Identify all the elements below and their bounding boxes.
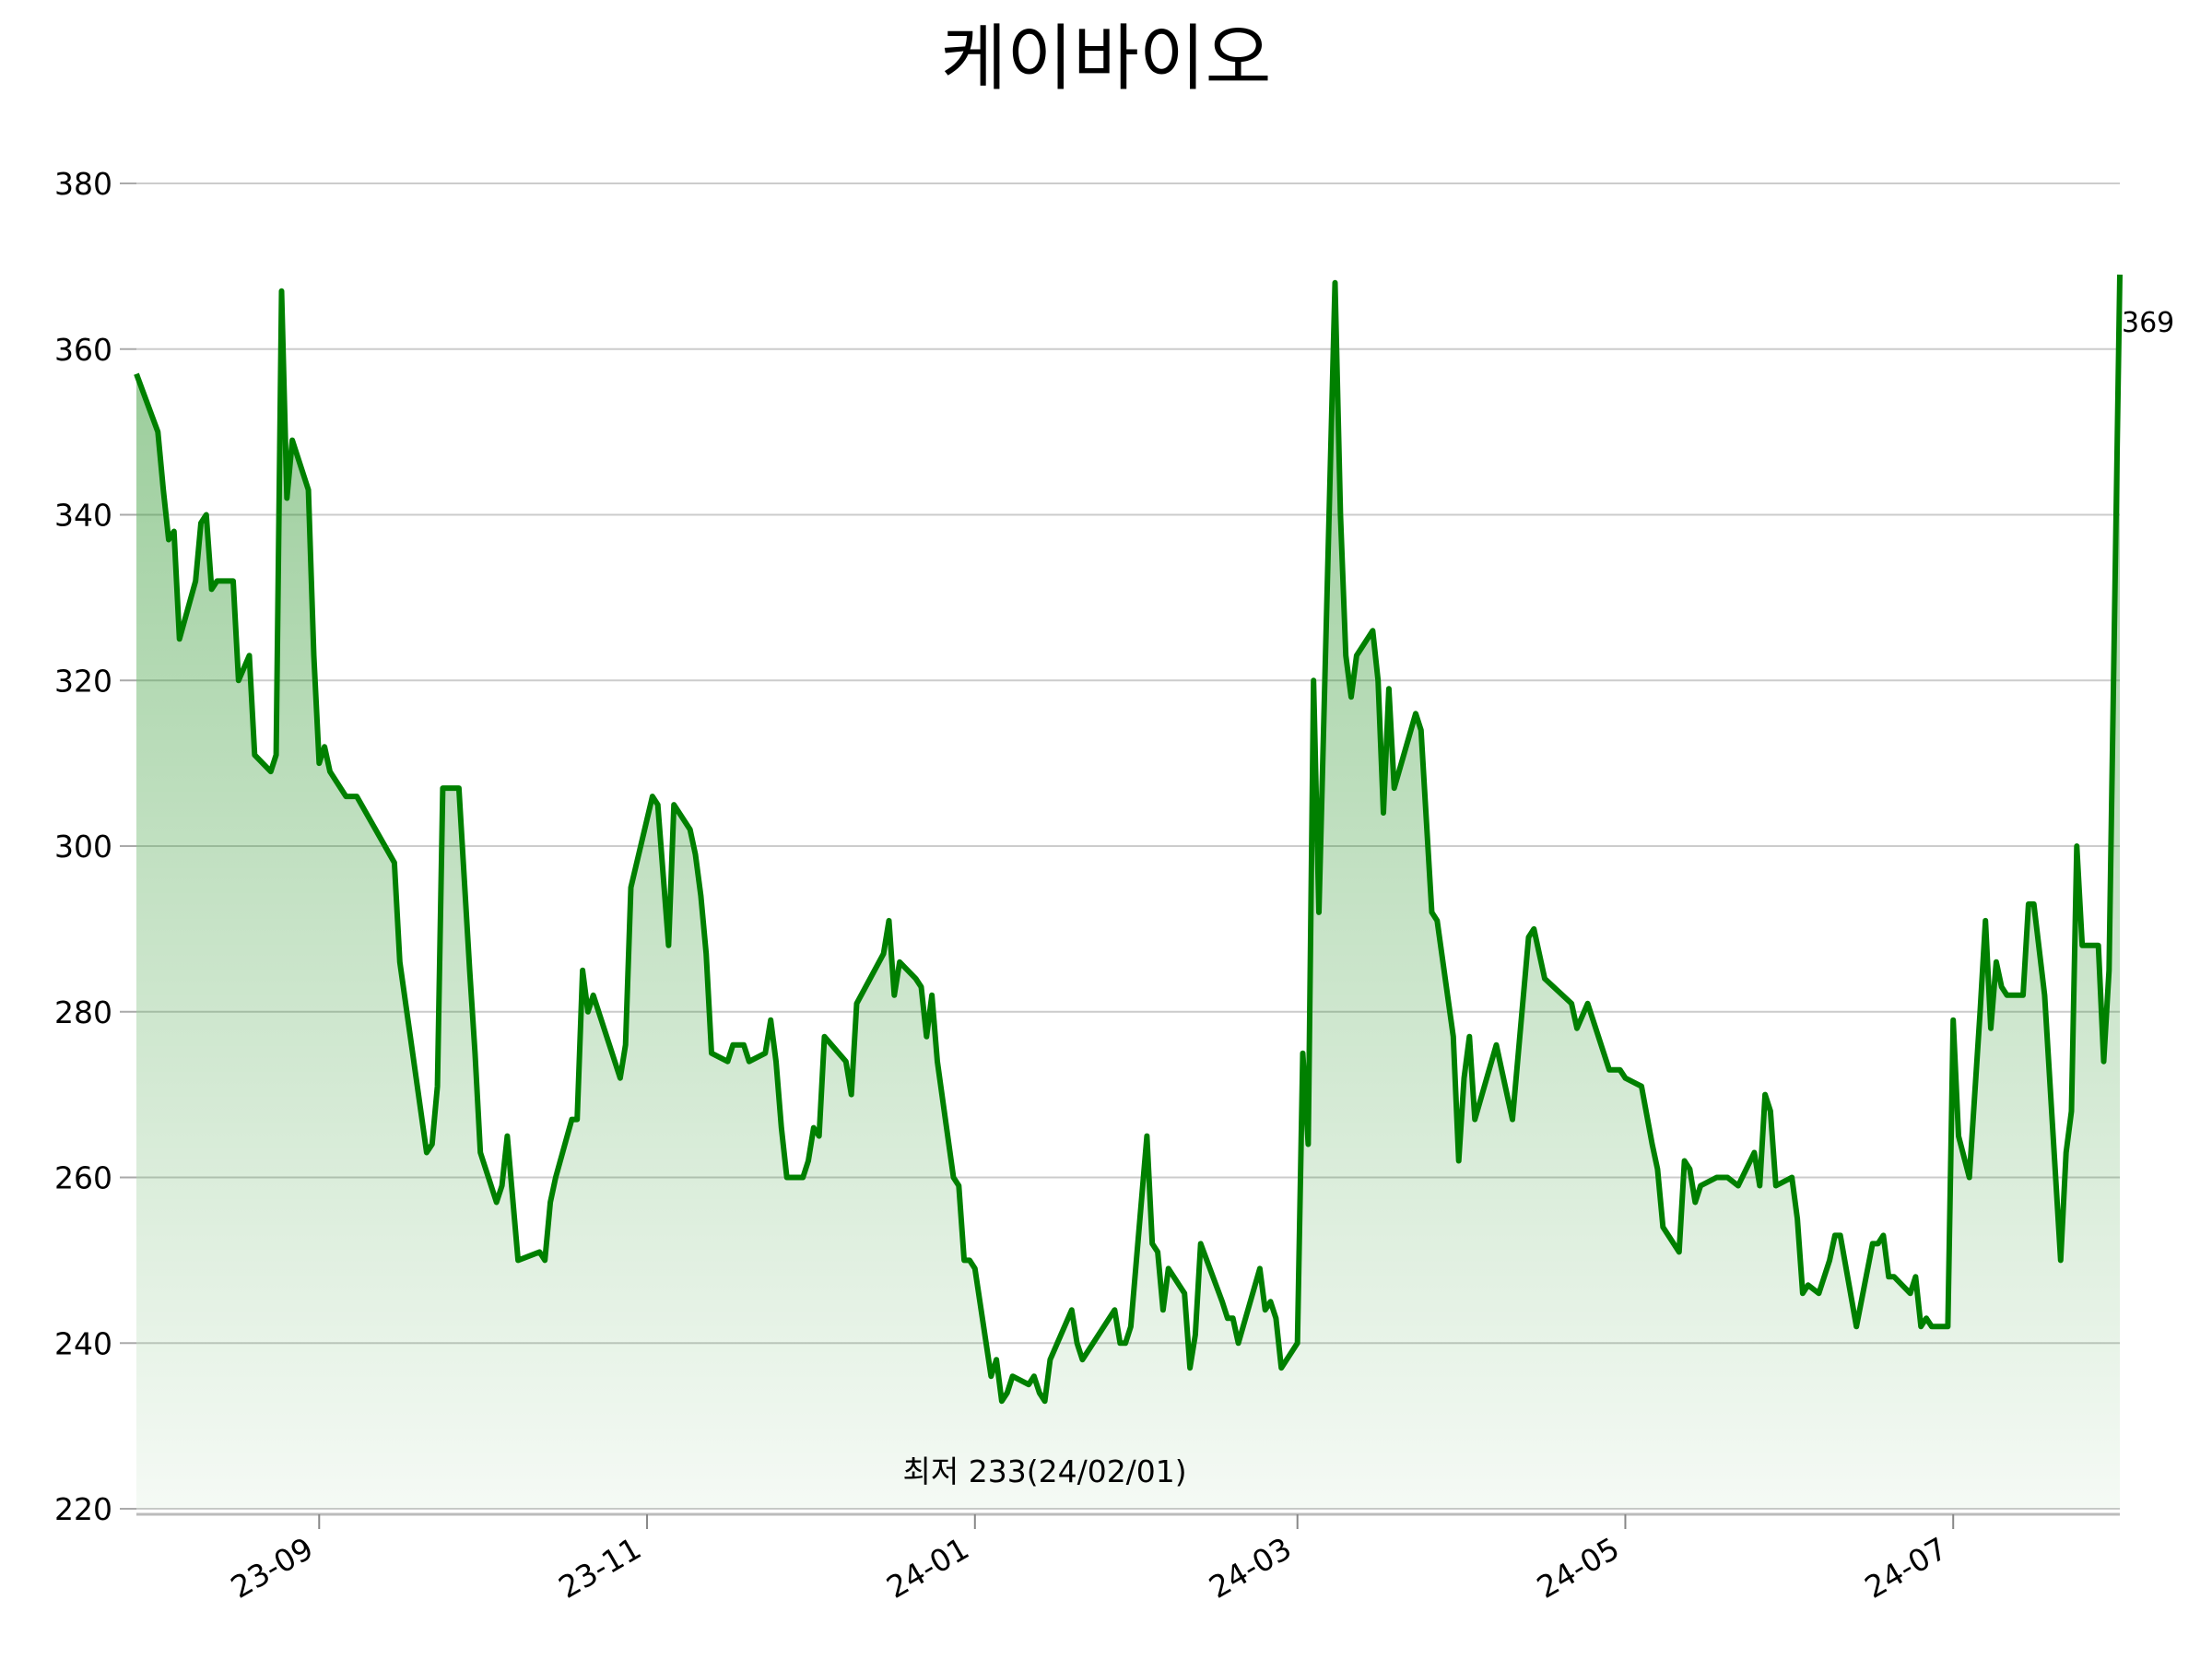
min-label: 최저 233(24/02/01) — [903, 1453, 1187, 1489]
y-tick-label: 260 — [54, 1160, 112, 1196]
x-tick-label: 23-11 — [552, 1530, 647, 1606]
y-tick-label: 300 — [54, 829, 112, 865]
y-tick-label: 320 — [54, 663, 112, 699]
y-tick-label: 240 — [54, 1325, 112, 1361]
y-tick-label: 220 — [54, 1491, 112, 1527]
x-tick-label: 24-01 — [880, 1530, 975, 1606]
x-tick-label: 23-09 — [225, 1530, 320, 1606]
y-tick-label: 340 — [54, 498, 112, 534]
y-tick-label: 280 — [54, 994, 112, 1030]
last-value-label: 369 — [2122, 307, 2174, 339]
area-fill — [136, 274, 2120, 1509]
y-tick-label: 380 — [54, 166, 112, 202]
x-tick-label: 24-03 — [1203, 1530, 1298, 1606]
x-tick-label: 24-07 — [1859, 1530, 1954, 1606]
y-tick-label: 360 — [54, 332, 112, 368]
chart-title: 케이바이오 — [941, 18, 1272, 100]
x-tick-label: 24-05 — [1531, 1530, 1626, 1606]
line — [134, 274, 2123, 1405]
